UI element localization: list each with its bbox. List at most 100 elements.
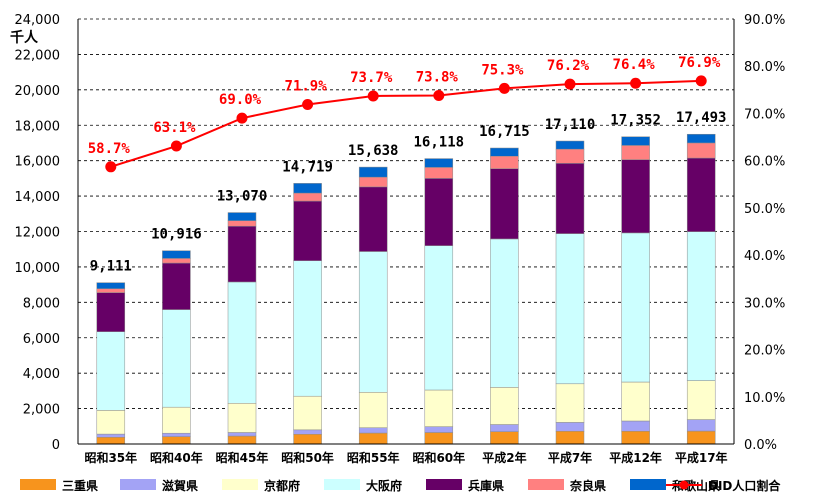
bar-segment (621, 420, 650, 432)
y-tick-label: 2,000 (23, 403, 60, 418)
bar-segment (227, 403, 257, 433)
did-ratio-point (564, 78, 576, 90)
bar-segment (96, 433, 126, 438)
bar-segment (293, 395, 322, 431)
bar-segment (424, 432, 454, 445)
bar-segment (358, 427, 388, 434)
bar-segment (293, 260, 322, 397)
bar-total-label: 17,352 (610, 113, 661, 129)
bar-segment (96, 437, 126, 445)
bar-total-label: 13,070 (217, 189, 268, 205)
bar-segment (162, 432, 191, 437)
bar-segment (358, 186, 388, 252)
legend-swatch (528, 479, 564, 490)
bar-segment (293, 434, 322, 445)
did-ratio-point (433, 90, 445, 101)
y-tick-label: 24,000 (15, 13, 61, 28)
did-ratio-label: 75.3% (481, 62, 524, 78)
x-tick-label: 平成7年 (548, 450, 592, 465)
y2-tick-label: 10.0% (744, 391, 785, 406)
bar-segment (555, 233, 585, 385)
bar-segment (490, 147, 519, 157)
bar-segment (621, 145, 650, 160)
y2-tick-label: 30.0% (744, 296, 785, 311)
bar-segment (358, 392, 388, 428)
y-tick-label: 18,000 (15, 119, 61, 134)
bar-segment (555, 422, 585, 432)
legend-line-marker (679, 480, 689, 490)
y-tick-label: 14,000 (15, 190, 61, 205)
bar-segment (227, 212, 257, 221)
y2-tick-label: 60.0% (744, 155, 785, 170)
bar-segment (424, 158, 454, 168)
bar-segment (96, 331, 126, 411)
bar-total-label: 17,493 (676, 110, 727, 126)
x-tick-label: 平成12年 (609, 450, 662, 465)
y-tick-label: 12,000 (15, 226, 61, 241)
x-tick-label: 平成2年 (482, 450, 526, 465)
bar-segment (293, 192, 322, 202)
bar-segment (358, 432, 388, 445)
bar-segment (555, 383, 585, 423)
bar-segment (358, 251, 388, 393)
legend-swatch (630, 479, 666, 490)
bar-segment (424, 178, 454, 246)
bar-total-label: 9,111 (90, 259, 132, 275)
bar-segment (96, 292, 126, 332)
y-tick-label: 10,000 (15, 261, 61, 276)
bar-segment (621, 159, 650, 234)
bar-segment (686, 419, 716, 432)
y-tick-label: 16,000 (15, 155, 61, 170)
bar-segment (358, 176, 388, 188)
did-ratio-point (498, 82, 510, 94)
bar-segment (490, 424, 519, 432)
did-ratio-line (105, 75, 707, 173)
bar-segment (96, 410, 126, 435)
bar-segment (358, 166, 388, 178)
bar-segment (490, 155, 519, 169)
x-tick-label: 昭和45年 (216, 450, 269, 465)
bar-segment (490, 238, 519, 388)
bar-segment (162, 250, 191, 259)
legend-swatch (426, 479, 462, 490)
bar-segment (293, 200, 322, 261)
bar-segment (490, 431, 519, 445)
legend-label: 京都府 (264, 478, 300, 493)
bar-segment (293, 429, 322, 435)
legend-label: 滋賀県 (162, 478, 198, 493)
x-tick-label: 昭和50年 (281, 450, 334, 465)
bar-segment (162, 309, 191, 408)
legend-swatch (222, 479, 258, 490)
bar-segment (490, 387, 519, 425)
bar-total-label: 16,118 (414, 135, 465, 151)
legend-label: 三重県 (62, 478, 98, 493)
x-tick-label: 昭和55年 (347, 450, 400, 465)
legend-label: 奈良県 (569, 478, 606, 493)
bar-segment (162, 406, 191, 434)
bar-segment (162, 436, 191, 445)
axes: 0 2,000 4,000 6,000 8,000 10,000 12,000 14,000 1… (15, 13, 786, 465)
bar-segment (424, 389, 454, 427)
bar-segment (227, 432, 257, 437)
bar-segment (96, 282, 126, 289)
legend-label: DID人口割合 (708, 478, 781, 493)
bar-total-label: 16,715 (479, 124, 530, 140)
bar-segment (686, 430, 716, 445)
bar-segment (555, 431, 585, 445)
bar-segment (293, 183, 322, 194)
bar-segment (686, 157, 716, 232)
y2-tick-label: 80.0% (744, 60, 785, 75)
bar-segment (621, 136, 650, 146)
bar-segment (621, 232, 650, 383)
bar-segment (227, 435, 257, 445)
data-labels: 9,111 10,916 13,070 14,719 15,638 16,118 16,71… (88, 55, 727, 275)
x-tick-label: 昭和35年 (84, 450, 137, 465)
bar-segment (686, 142, 716, 159)
bar-total-label: 10,916 (151, 227, 202, 243)
bar-segment (424, 167, 454, 179)
did-ratio-point (367, 90, 379, 102)
legend-label: 兵庫県 (468, 478, 504, 493)
did-ratio-label: 76.2% (547, 58, 590, 74)
y-tick-label: 8,000 (23, 296, 60, 311)
